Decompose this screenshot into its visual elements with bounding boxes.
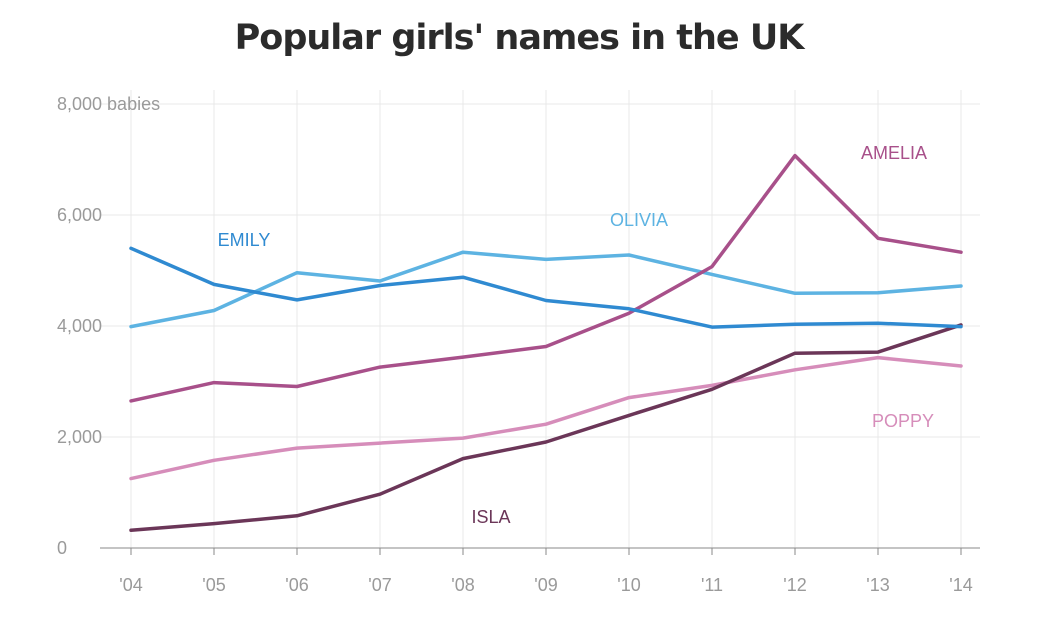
series-line-amelia: [129, 153, 963, 403]
series-label-olivia: OLIVIA: [610, 210, 668, 230]
y-tick-label: 8,000 babies: [57, 94, 160, 114]
x-tick-label: '12: [783, 575, 806, 595]
series-line-isla: [129, 323, 963, 532]
series-labels: EMILY OLIVIA AMELIA POPPY ISLA: [218, 143, 934, 527]
x-tick-label: '13: [866, 575, 889, 595]
series-line-emily: [129, 246, 963, 329]
x-tick-label: '08: [451, 575, 474, 595]
series-label-isla: ISLA: [471, 507, 510, 527]
y-tick-label: 0: [57, 538, 67, 558]
series-line-olivia: [129, 250, 963, 329]
x-tick-label: '14: [949, 575, 972, 595]
series-line-poppy: [129, 355, 963, 481]
series-label-emily: EMILY: [218, 230, 271, 250]
y-tick-label: 6,000: [57, 205, 102, 225]
x-tick-label: '07: [368, 575, 391, 595]
series-label-amelia: AMELIA: [861, 143, 927, 163]
series-label-poppy: POPPY: [872, 411, 934, 431]
axes: 0 2,000 4,000 6,000 8,000 babies '04 '05 '06 '07…: [57, 94, 980, 595]
series-lines: [129, 153, 963, 532]
x-tick-label: '04: [119, 575, 142, 595]
x-tick-label: '10: [617, 575, 640, 595]
y-tick-label: 2,000: [57, 427, 102, 447]
x-tick-label: '06: [285, 575, 308, 595]
x-tick-label: '05: [202, 575, 225, 595]
x-tick-label: '09: [534, 575, 557, 595]
grid: [100, 90, 980, 548]
y-tick-label: 4,000: [57, 316, 102, 336]
chart-title: Popular girls' names in the UK: [234, 18, 805, 58]
x-tick-label: '11: [701, 575, 723, 595]
